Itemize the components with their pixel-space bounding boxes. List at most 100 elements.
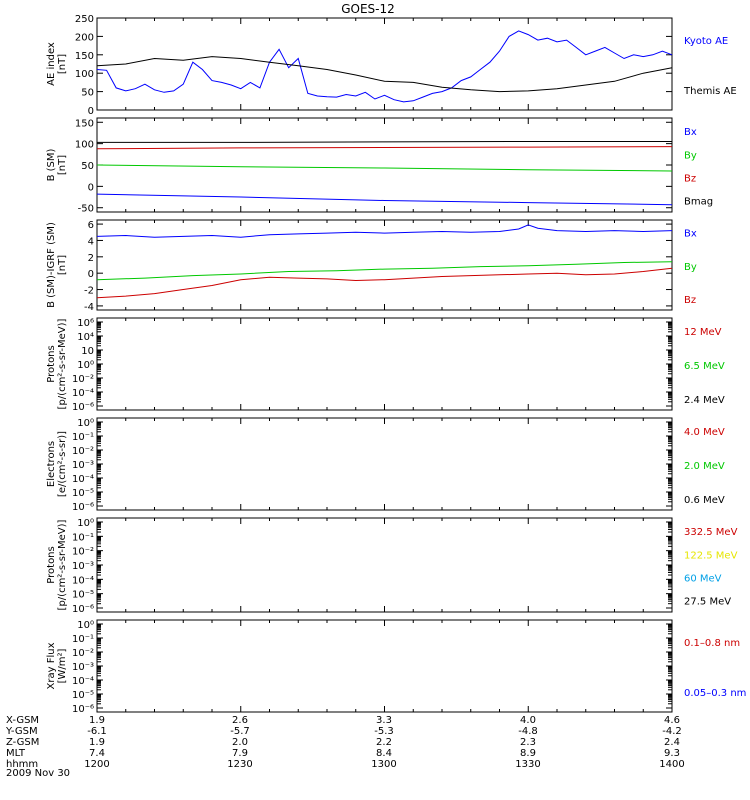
y-axis-label-line: [e/(cm²-s-sr)] bbox=[57, 431, 68, 497]
y-axis-label: Protons[p/(cm²-s-sr-MeV)] bbox=[46, 318, 68, 409]
y-axis-label: B (SM)-IGRF (SM)[nT] bbox=[46, 222, 68, 308]
y-tick-label: 4 bbox=[88, 236, 94, 247]
legend-label-122-5-mev: 122.5 MeV bbox=[684, 550, 738, 561]
y-tick-label: 50 bbox=[81, 88, 94, 99]
y-tick-label: 10⁻² bbox=[72, 374, 94, 385]
y-tick-label: 150 bbox=[75, 118, 94, 129]
y-tick-label: 10⁻⁵ bbox=[72, 690, 94, 701]
y-tick-label: 10⁻⁵ bbox=[72, 590, 94, 601]
y-tick-label: 6 bbox=[88, 220, 94, 231]
y-tick-label: 10⁻⁶ bbox=[72, 604, 94, 615]
y-axis-label: Xray Flux[W/m²] bbox=[46, 642, 68, 689]
ephemeris-table: X-GSMY-GSMZ-GSMMLThhmm1.9-6.11.97.412002… bbox=[5, 715, 685, 770]
ephemeris-value: 2.4 bbox=[664, 737, 680, 748]
y-tick-label: 10⁻⁴ bbox=[72, 575, 94, 586]
ephemeris-value: 4.6 bbox=[664, 715, 680, 726]
panel-4: Protons[p/(cm²-s-sr-MeV)] 10⁶ 10⁴ 10⁲ 10⁰ 10⁻… bbox=[46, 318, 725, 413]
legend-label-0-6-mev: 0.6 MeV bbox=[684, 495, 725, 506]
ephemeris-row-label: MLT bbox=[6, 748, 26, 759]
y-tick-label: 10⁻² bbox=[72, 547, 94, 558]
panel-frame bbox=[97, 418, 672, 510]
ephemeris-value: 1330 bbox=[515, 759, 540, 770]
legend-label-bmag: Bmag bbox=[684, 197, 713, 208]
y-tick-label: 10⁻⁵ bbox=[72, 488, 94, 499]
y-tick-label: 10⁲ bbox=[81, 346, 94, 357]
ephemeris-value: 2.0 bbox=[232, 737, 248, 748]
ephemeris-value: -6.1 bbox=[87, 726, 107, 737]
legend-label-27-5-mev: 27.5 MeV bbox=[684, 597, 731, 608]
ephemeris-value: 1.9 bbox=[89, 715, 105, 726]
y-tick-label: 50 bbox=[81, 161, 94, 172]
y-axis-label: Protons[p/(cm²-s-sr-MeV)] bbox=[46, 519, 68, 610]
y-tick-label: 0 bbox=[88, 269, 94, 280]
ephemeris-value: 4.0 bbox=[520, 715, 536, 726]
ephemeris-value: 7.9 bbox=[232, 748, 248, 759]
ephemeris-value: 1200 bbox=[84, 759, 109, 770]
series-line-themis-ae bbox=[97, 57, 672, 92]
panel-frame bbox=[97, 18, 672, 110]
y-tick-label: 200 bbox=[75, 32, 94, 43]
y-tick-label: 10⁻³ bbox=[72, 561, 94, 572]
y-tick-label: 10⁻⁶ bbox=[72, 502, 94, 513]
y-axis-label-line: [W/m²] bbox=[57, 648, 68, 683]
ephemeris-row-label: Z-GSM bbox=[6, 737, 39, 748]
y-axis-label: Electrons[e/(cm²-s-sr)] bbox=[46, 431, 68, 497]
series-line-bx bbox=[97, 225, 672, 237]
y-axis-label-line: [nT] bbox=[57, 155, 68, 175]
y-tick-label: 10⁰ bbox=[77, 518, 94, 529]
legend-label-60-mev: 60 MeV bbox=[684, 574, 722, 585]
y-axis-label-line: Xray Flux bbox=[46, 642, 57, 689]
panel-1: AE index[nT] 0 50 100 150 200 250 Kyoto AE Themi… bbox=[46, 14, 737, 117]
panel-frame bbox=[97, 318, 672, 410]
y-axis-label-line: [nT] bbox=[57, 255, 68, 275]
legend-label-themis-ae: Themis AE bbox=[683, 86, 737, 97]
y-tick-label: 10⁻⁴ bbox=[72, 474, 94, 485]
y-axis-label: B (SM)[nT] bbox=[46, 148, 68, 181]
y-tick-label: 10⁻¹ bbox=[72, 432, 94, 443]
series-line-bmag bbox=[97, 142, 672, 143]
y-tick-label: -2 bbox=[84, 286, 94, 297]
panel-frame bbox=[97, 118, 672, 212]
legend-label-6-5-mev: 6.5 MeV bbox=[684, 361, 725, 372]
y-axis-label-line: [p/(cm²-s-sr-MeV)] bbox=[57, 318, 68, 409]
legend-label-332-5-mev: 332.5 MeV bbox=[684, 527, 738, 538]
panel-3: B (SM)-IGRF (SM)[nT]-4-20246BxByBz bbox=[46, 220, 697, 313]
legend-label-0-1-0-8-nm: 0.1–0.8 nm bbox=[684, 638, 740, 649]
ephemeris-value: 9.3 bbox=[664, 748, 680, 759]
panel-6: Protons[p/(cm²-s-sr-MeV)] 10⁰ 10⁻¹ 10⁻² 10⁻³… bbox=[46, 518, 738, 615]
legend-label-bx: Bx bbox=[684, 229, 697, 240]
y-tick-label: 100 bbox=[75, 140, 94, 151]
y-tick-label: 10⁻⁶ bbox=[72, 402, 94, 413]
y-tick-label: 0 bbox=[88, 182, 94, 193]
legend-label-0-05-0-3-nm: 0.05–0.3 nm bbox=[684, 688, 746, 699]
ephemeris-value: 8.9 bbox=[520, 748, 536, 759]
y-tick-label: 250 bbox=[75, 14, 94, 25]
ephemeris-row-label: Y-GSM bbox=[5, 726, 38, 737]
legend-label-by: By bbox=[684, 262, 697, 273]
legend-label-bz: Bz bbox=[684, 295, 696, 306]
plot-title: GOES-12 bbox=[341, 2, 395, 16]
y-tick-label: 10⁻⁴ bbox=[72, 388, 94, 399]
ephemeris-value: 1300 bbox=[371, 759, 396, 770]
y-axis-label-line: AE index bbox=[46, 42, 57, 86]
y-tick-label: 150 bbox=[75, 51, 94, 62]
y-axis-label-line: [nT] bbox=[57, 54, 68, 74]
panels-group: AE index[nT]050100150200250Kyoto AEThemi… bbox=[46, 14, 746, 715]
ephemeris-value: -5.7 bbox=[230, 726, 250, 737]
y-axis-label-line: [p/(cm²-s-sr-MeV)] bbox=[57, 519, 68, 610]
legend-label-2-4-mev: 2.4 MeV bbox=[684, 395, 725, 406]
ephemeris-value: -4.2 bbox=[662, 726, 682, 737]
series-line-bx bbox=[97, 194, 672, 205]
ephemeris-value: 7.4 bbox=[89, 748, 105, 759]
y-tick-label: 10⁰ bbox=[77, 418, 94, 429]
series-line-bz bbox=[97, 268, 672, 297]
legend-label-12-mev: 12 MeV bbox=[684, 327, 722, 338]
date-label: 2009 Nov 30 bbox=[6, 768, 70, 779]
ephemeris-value: 1400 bbox=[659, 759, 684, 770]
y-tick-label: 100 bbox=[75, 69, 94, 80]
ephemeris-value: 8.4 bbox=[376, 748, 392, 759]
y-axis-label-line: Protons bbox=[46, 345, 57, 382]
series-line-by bbox=[97, 165, 672, 171]
legend-label-bx: Bx bbox=[684, 127, 697, 138]
